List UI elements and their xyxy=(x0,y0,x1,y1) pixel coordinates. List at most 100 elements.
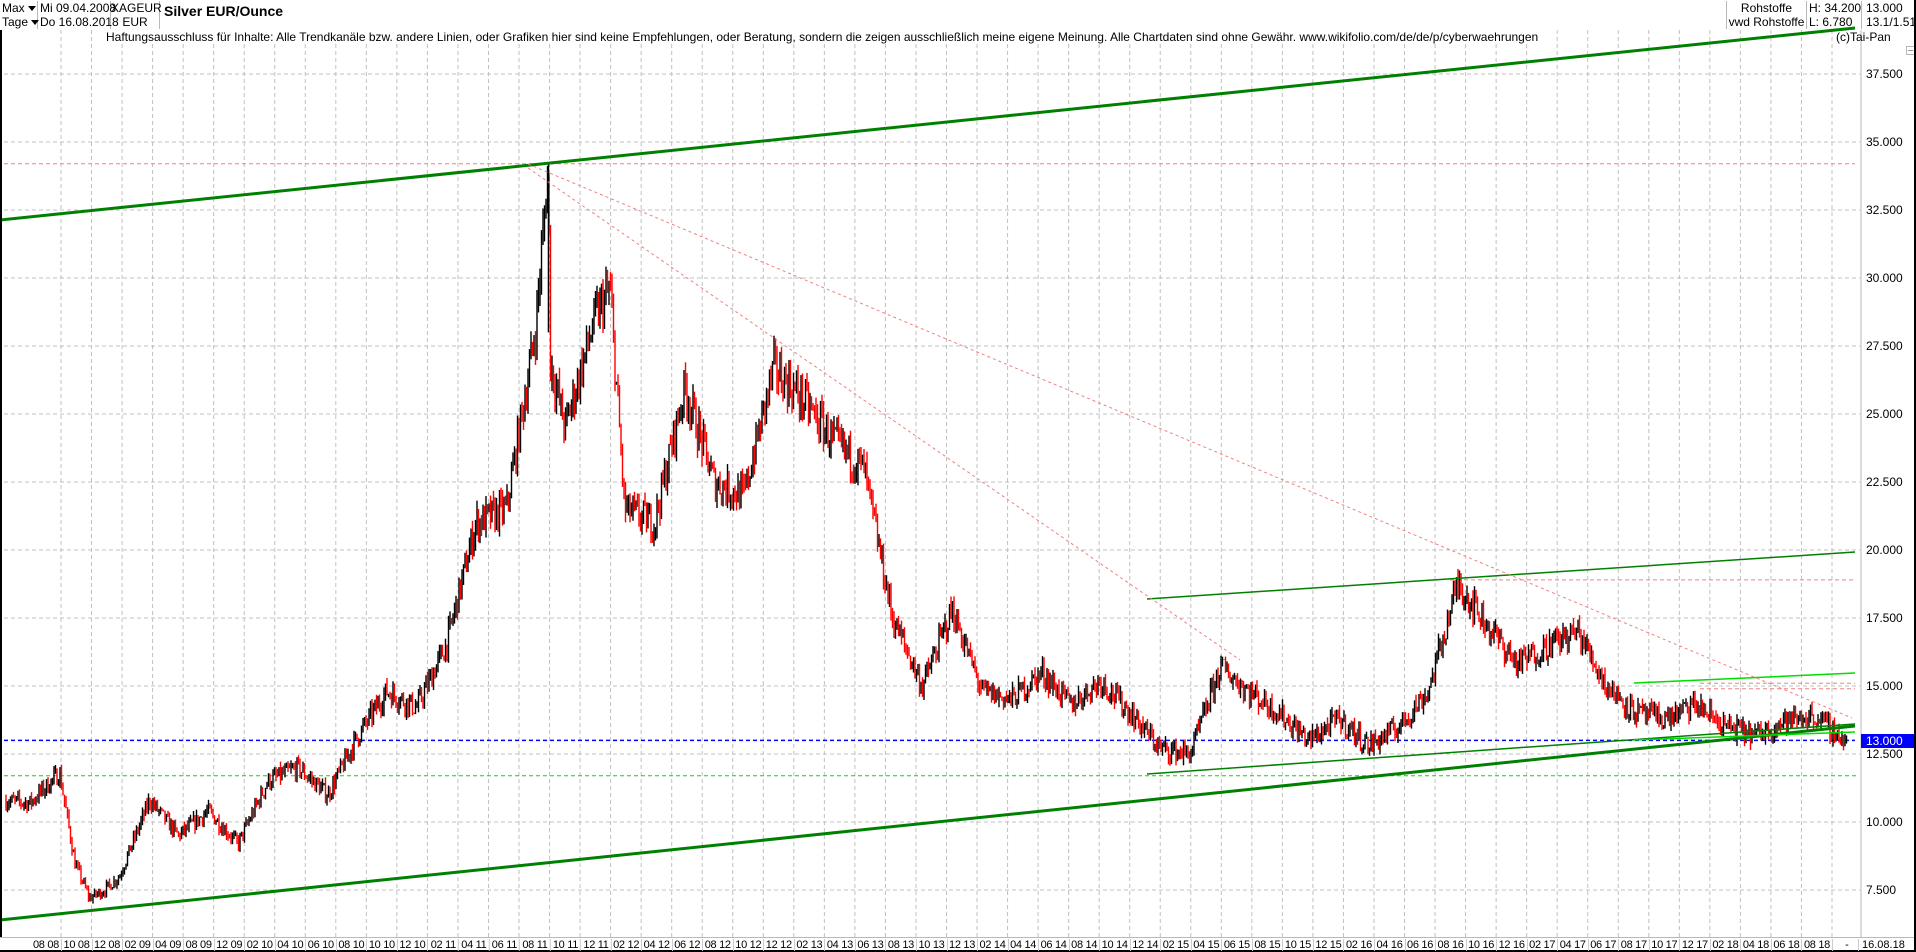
x-axis-label: 12 17 xyxy=(1682,939,1711,951)
x-axis-label: 10 08 xyxy=(64,939,93,951)
x-axis-label: 02 14 xyxy=(980,939,1009,951)
x-axis-label: 04 09 xyxy=(155,939,185,951)
trendline-middle-channel-lower xyxy=(1146,723,1856,775)
end-date: Do 16.08.2018 xyxy=(40,15,119,29)
y-axis-label: 32.500 xyxy=(1866,203,1903,217)
candles xyxy=(5,166,1848,904)
x-axis-label: 08 13 xyxy=(888,939,917,951)
chart-title: Silver EUR/Ounce xyxy=(164,3,284,19)
x-axis-label: 04 15 xyxy=(1193,939,1223,951)
x-axis-label: 10 13 xyxy=(918,939,948,951)
y-axis-label: 22.500 xyxy=(1866,475,1903,489)
x-axis-label: 12 11 xyxy=(583,939,612,951)
x-axis-dash: - xyxy=(1836,939,1859,951)
x-axis-label: 12 12 xyxy=(766,939,795,951)
x-axis-label: 04 14 xyxy=(1010,939,1040,951)
x-axis-label: 12 10 xyxy=(399,939,429,951)
x-axis-label: 12 16 xyxy=(1499,939,1528,951)
y-axis-label: 10.000 xyxy=(1866,815,1903,829)
trendline-light-channel-lower xyxy=(1633,731,1856,741)
trendline-light-channel-upper xyxy=(1633,672,1856,684)
y-axis-label: 7.500 xyxy=(1866,883,1897,897)
current-price-badge: 13.000 xyxy=(1861,734,1916,748)
x-axis-label: 02 17 xyxy=(1529,939,1559,951)
currency: EUR xyxy=(111,15,160,29)
x-axis-label: 10 10 xyxy=(369,939,398,951)
x-axis-label: 06 18 xyxy=(1773,939,1803,951)
disclaimer-text: Haftungsausschluss für Inhalte: Alle Tre… xyxy=(104,30,1541,44)
x-axis-label: 02 11 xyxy=(431,939,459,951)
y-axis-label: 20.000 xyxy=(1866,543,1903,557)
x-axis-label: 10 12 xyxy=(735,939,765,951)
category: Rohstoffe xyxy=(1726,1,1807,15)
x-axis-label: 06 17 xyxy=(1590,939,1620,951)
x-axis-label: 08 15 xyxy=(1254,939,1284,951)
trendline-resistance-diag-1 xyxy=(527,163,1853,719)
x-axis-label: 08 17 xyxy=(1621,939,1650,951)
x-axis-label: 04 12 xyxy=(644,939,673,951)
x-axis-label: 02 10 xyxy=(247,939,276,951)
x-axis-label: 10 17 xyxy=(1651,939,1681,951)
x-axis-label: 08 12 xyxy=(705,939,734,951)
x-axis-label: 06 13 xyxy=(857,939,887,951)
symbol: XAGEUR xyxy=(111,1,162,15)
x-axis-label: 10 15 xyxy=(1285,939,1314,951)
x-axis-label: 08 11 xyxy=(522,939,551,951)
x-axis-label: 04 18 xyxy=(1743,939,1772,951)
range-selector-label: Max xyxy=(2,1,25,15)
x-axis-label: 04 13 xyxy=(827,939,856,951)
x-axis-label: 02 16 xyxy=(1346,939,1375,951)
data-source: vwd Rohstoffe xyxy=(1726,15,1807,29)
y-axis-label: 17.500 xyxy=(1866,611,1903,625)
x-axis-label: 06 11 xyxy=(492,939,521,951)
range-selector[interactable]: Max xyxy=(0,1,38,15)
x-axis-label: 08 08 xyxy=(33,939,62,951)
x-axis-label: 02 12 xyxy=(613,939,643,951)
x-axis-label: 08 09 xyxy=(186,939,215,951)
x-axis-label: 02 09 xyxy=(125,939,154,951)
chevron-down-icon xyxy=(31,20,40,26)
trendline-upper-main-channel xyxy=(0,26,1856,222)
trendline-resistance-diag-2 xyxy=(527,167,1241,661)
x-axis-label: 06 14 xyxy=(1041,939,1070,951)
x-axis-label: 08 16 xyxy=(1438,939,1467,951)
x-axis-label: 02 18 xyxy=(1712,939,1742,951)
trendline-lower-main-channel xyxy=(0,724,1856,922)
high-value: H: 34.200 xyxy=(1809,1,1862,15)
copyright: (c)Tai-Pan xyxy=(1836,30,1891,44)
x-axis-label: 04 10 xyxy=(277,939,307,951)
x-axis-label: 06 15 xyxy=(1224,939,1253,951)
y-axis-label: 25.000 xyxy=(1866,407,1903,421)
x-axis-label: 12 15 xyxy=(1315,939,1345,951)
x-axis-label: 12 13 xyxy=(949,939,979,951)
x-axis-label: 10 14 xyxy=(1102,939,1131,951)
y-axis-label: 12.500 xyxy=(1866,747,1903,761)
y-axis-label: 30.000 xyxy=(1866,271,1903,285)
y-axis-label: 15.000 xyxy=(1866,679,1903,693)
x-axis-label: 06 10 xyxy=(308,939,337,951)
y-axis-label: 27.500 xyxy=(1866,339,1903,353)
x-axis-label: 10 11 xyxy=(553,939,582,951)
last-value: 13.000 xyxy=(1866,1,1903,15)
x-axis-label: 06 12 xyxy=(674,939,704,951)
x-axis-label: 10 16 xyxy=(1468,939,1498,951)
version: 13.1/1.510 xyxy=(1866,15,1916,29)
low-value: L: 6.780 xyxy=(1807,15,1862,29)
x-axis-label: 02 15 xyxy=(1163,939,1192,951)
x-axis-label: 04 11 xyxy=(461,939,490,951)
x-axis-label: 08 10 xyxy=(338,939,368,951)
chart-header: Max Tage Mi 09.04.2008 Do 16.08.2018 XAG… xyxy=(0,0,1916,30)
right-border xyxy=(1914,0,1916,952)
period-selector[interactable]: Tage xyxy=(0,15,40,29)
x-axis-label: 04 16 xyxy=(1376,939,1406,951)
period-selector-label: Tage xyxy=(2,15,29,29)
x-axis-label: 12 08 xyxy=(94,939,124,951)
y-axis-label: 37.500 xyxy=(1866,67,1903,81)
x-axis-label: 08 14 xyxy=(1071,939,1101,951)
x-axis: 08 08 10 08 12 08 02 09 04 09 08 09 12 09 02 10… xyxy=(0,937,1916,952)
chevron-down-icon xyxy=(27,6,36,12)
start-date: Mi 09.04.2008 xyxy=(40,1,117,15)
left-border xyxy=(0,30,2,937)
x-axis-label: 04 17 xyxy=(1560,939,1589,951)
